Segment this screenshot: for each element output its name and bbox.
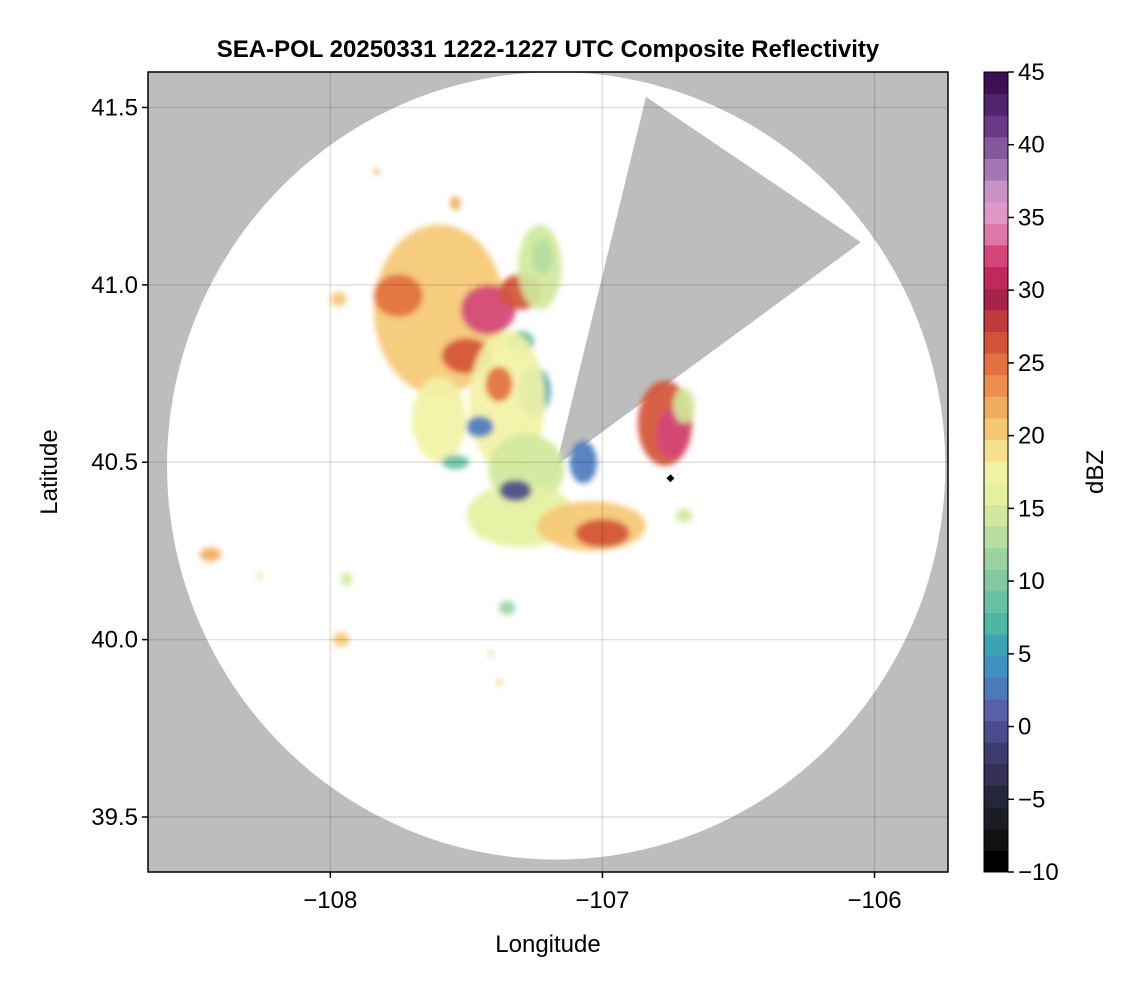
echo-cell [499,600,516,615]
colorbar-frame [983,71,1009,873]
echo-cell [575,519,630,548]
colorbar-swatch [984,309,1008,332]
colorbar-tick-label: −5 [1018,786,1045,813]
colorbar-tick-label: 25 [1018,350,1045,377]
marker-layer [666,474,675,483]
colorbar-tick-label: 40 [1018,132,1045,159]
plot-area [148,72,948,872]
colorbar-swatch [984,93,1008,116]
colorbar-swatch [984,547,1008,570]
colorbar-swatch [984,72,1008,95]
echo-cell [485,366,513,402]
colorbar-tick-label: 20 [1018,423,1045,450]
echo-cell [496,678,502,686]
colorbar-swatch [984,526,1008,549]
y-axis: 39.5 40.0 40.5 41.0 41.5 [91,94,148,831]
colorbar-swatch [984,699,1008,722]
y-tick-label: 40.0 [91,627,138,654]
colorbar-swatch [984,439,1008,462]
echo-cell [673,387,695,424]
echo-cell [441,455,470,470]
echo-cell [256,572,263,580]
colorbar-ticks: −10 −5 0 5 10 15 20 25 30 35 40 45 [1008,59,1059,886]
colorbar-swatch [984,374,1008,397]
plot-frame [147,71,949,873]
colorbar-swatch [984,590,1008,614]
x-tick-label: −107 [575,887,629,914]
echo-cell [499,479,532,502]
colorbar-swatch [984,785,1008,808]
colorbar-swatch [984,266,1008,289]
blocked-sector [556,96,861,466]
colorbar-tick-label: 35 [1018,204,1045,231]
echo-cell [466,416,494,438]
echo-cell [531,238,554,275]
echo-cell [569,440,597,484]
echo-cell [330,291,347,307]
colorbar-swatch [984,850,1008,873]
echo-cell [373,274,423,317]
colorbar-swatch [984,742,1008,765]
colorbar-swatch [984,763,1008,787]
colorbar-swatch [984,180,1008,203]
colorbar-label: dBZ [1082,450,1109,494]
colorbar-swatch [984,158,1008,181]
colorbar-swatch [984,807,1008,830]
colorbar-tick-label: 30 [1018,277,1045,304]
echo-cell [333,632,350,647]
colorbar-swatch [984,612,1008,635]
grid-lines [148,72,948,872]
colorbar-swatch [984,569,1008,592]
reflectivity-echoes [199,167,695,686]
echo-cell [411,377,467,463]
y-tick-label: 41.0 [91,272,138,299]
y-tick-label: 41.5 [91,94,138,121]
x-tick-label: −108 [303,887,357,914]
colorbar-tick-label: 0 [1018,714,1031,741]
colorbar-swatch [984,461,1008,484]
colorbar-swatch [984,136,1008,159]
x-tick-label: −106 [847,887,901,914]
echo-cell [199,547,222,562]
colorbar-swatch [984,201,1008,224]
y-tick-label: 39.5 [91,804,138,831]
colorbar-tick-label: 15 [1018,495,1045,522]
colorbar-swatch [984,720,1008,743]
colorbar-tick-label: 45 [1018,59,1045,86]
colorbar-swatch [984,223,1008,246]
diamond-marker [666,474,675,483]
echo-cell [341,572,353,587]
echo-cell [488,650,494,658]
colorbar-tick-label: −10 [1018,859,1059,886]
colorbar-swatch [984,482,1008,505]
colorbar-swatch [984,655,1008,678]
colorbar-swatch [984,331,1008,354]
colorbar-swatch [984,677,1008,700]
chart-title: SEA-POL 20250331 1222-1227 UTC Composite… [217,36,880,63]
colorbar-swatch [984,115,1008,138]
echo-cell [675,508,693,523]
colorbar-swatch [984,504,1008,527]
x-axis-label: Longitude [495,931,600,958]
x-axis: −108 −107 −106 [303,872,902,914]
colorbar-swatch [984,828,1008,851]
y-tick-label: 40.5 [91,449,138,476]
colorbar-swatch [984,634,1008,657]
echo-cell [373,167,380,175]
colorbar-tick-label: 10 [1018,568,1045,595]
y-axis-label: Latitude [36,429,63,514]
colorbar-swatch [984,353,1008,376]
echo-cell [450,196,461,211]
colorbar-swatch [984,396,1008,419]
colorbar-swatch [984,417,1008,441]
colorbar-swatch [984,288,1008,311]
colorbar-tick-label: 5 [1018,641,1031,668]
colorbar [984,72,1008,873]
colorbar-swatch [984,244,1008,268]
